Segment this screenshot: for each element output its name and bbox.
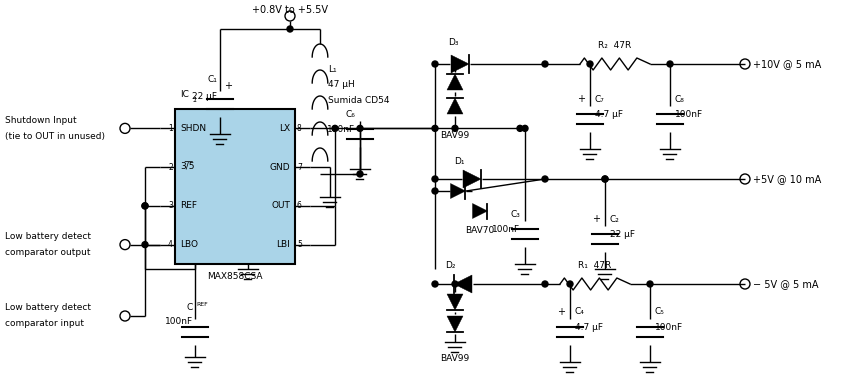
Polygon shape: [447, 316, 463, 332]
Circle shape: [647, 281, 653, 287]
Text: Shutdown Input: Shutdown Input: [5, 116, 76, 125]
Polygon shape: [454, 275, 472, 293]
Text: C₅: C₅: [655, 307, 665, 316]
Polygon shape: [447, 98, 463, 114]
Polygon shape: [463, 170, 481, 188]
Circle shape: [432, 176, 438, 182]
Circle shape: [357, 171, 363, 177]
Text: LX: LX: [279, 124, 290, 133]
Text: C₂: C₂: [610, 215, 620, 224]
Text: D₃: D₃: [448, 37, 458, 46]
Text: comparator output: comparator output: [5, 248, 90, 257]
Circle shape: [667, 61, 673, 67]
Text: REF: REF: [180, 201, 197, 211]
Text: 1: 1: [193, 97, 197, 103]
Text: LBO: LBO: [180, 240, 198, 249]
Text: D₂: D₂: [445, 261, 456, 270]
Circle shape: [567, 281, 573, 287]
Text: Low battery detect: Low battery detect: [5, 303, 91, 313]
Polygon shape: [473, 203, 488, 218]
Text: +5V @ 10 mA: +5V @ 10 mA: [753, 174, 821, 184]
Text: 8: 8: [297, 124, 302, 133]
Text: 3: 3: [168, 201, 173, 211]
Circle shape: [142, 242, 148, 248]
Text: OUT: OUT: [271, 201, 290, 211]
Circle shape: [432, 188, 438, 194]
FancyBboxPatch shape: [175, 109, 295, 264]
Text: 2: 2: [168, 163, 173, 172]
Circle shape: [542, 61, 548, 67]
Text: +: +: [224, 81, 232, 91]
Text: − 5V @ 5 mA: − 5V @ 5 mA: [753, 279, 819, 289]
Text: 100nF: 100nF: [327, 125, 355, 134]
Text: C: C: [187, 303, 193, 312]
Text: Sumida CD54: Sumida CD54: [328, 95, 389, 104]
Text: BAV99: BAV99: [440, 131, 469, 140]
Circle shape: [587, 61, 593, 67]
Text: 7: 7: [297, 163, 302, 172]
Polygon shape: [451, 55, 469, 73]
Text: L₁: L₁: [328, 64, 337, 74]
Text: IC: IC: [180, 90, 189, 99]
Text: 100nF: 100nF: [675, 110, 703, 119]
Text: 100nF: 100nF: [165, 318, 193, 327]
Circle shape: [452, 61, 458, 67]
Circle shape: [542, 281, 548, 287]
Text: D₁: D₁: [454, 156, 464, 166]
Polygon shape: [447, 74, 463, 90]
Text: LBI: LBI: [276, 240, 290, 249]
Text: C₃: C₃: [510, 209, 520, 218]
Text: 100nF: 100nF: [492, 224, 520, 233]
Text: GND: GND: [269, 163, 290, 172]
Text: +10V @ 5 mA: +10V @ 5 mA: [753, 59, 821, 69]
Text: C₆: C₆: [345, 110, 355, 119]
Circle shape: [602, 176, 608, 182]
Circle shape: [517, 125, 523, 131]
Text: SHDN: SHDN: [180, 124, 206, 133]
Circle shape: [287, 26, 293, 32]
Text: 4: 4: [168, 240, 173, 249]
Circle shape: [357, 125, 363, 131]
Text: 5: 5: [297, 240, 302, 249]
Circle shape: [432, 61, 438, 67]
Text: BAV99: BAV99: [440, 354, 469, 363]
Circle shape: [332, 125, 338, 131]
Text: BAV70: BAV70: [465, 226, 495, 235]
Text: (tie to OUT in unused): (tie to OUT in unused): [5, 132, 105, 141]
Polygon shape: [450, 184, 466, 199]
Circle shape: [602, 176, 608, 182]
Text: R₂  47R: R₂ 47R: [598, 41, 632, 50]
Text: 100nF: 100nF: [655, 322, 683, 331]
Circle shape: [142, 203, 148, 209]
Text: Low battery detect: Low battery detect: [5, 232, 91, 241]
Text: 1: 1: [168, 124, 173, 133]
Polygon shape: [447, 294, 463, 310]
Text: +: +: [592, 214, 600, 224]
Text: 47 μH: 47 μH: [328, 80, 354, 89]
Text: +: +: [557, 307, 565, 317]
Circle shape: [432, 281, 438, 287]
Text: comparator input: comparator input: [5, 319, 84, 328]
Text: C₇: C₇: [595, 95, 605, 104]
Circle shape: [452, 281, 458, 287]
Text: 4.7 μF: 4.7 μF: [575, 322, 603, 331]
Text: C₈: C₈: [675, 95, 685, 104]
Circle shape: [452, 125, 458, 131]
Circle shape: [542, 176, 548, 182]
Text: 4.7 μF: 4.7 μF: [595, 110, 623, 119]
Text: +0.8V to +5.5V: +0.8V to +5.5V: [252, 5, 328, 15]
Circle shape: [522, 125, 528, 131]
Text: REF: REF: [196, 301, 207, 307]
Text: 22 μF: 22 μF: [192, 92, 217, 101]
Circle shape: [142, 203, 148, 209]
Text: 3/͞5: 3/͞5: [180, 163, 195, 172]
Text: C₁: C₁: [207, 74, 217, 83]
Text: +: +: [577, 94, 585, 104]
Text: MAX858CSA: MAX858CSA: [207, 272, 263, 281]
Circle shape: [432, 125, 438, 131]
Text: 6: 6: [297, 201, 302, 211]
Text: C₄: C₄: [575, 307, 585, 316]
Text: R₁  47R: R₁ 47R: [578, 261, 612, 270]
Text: 22 μF: 22 μF: [610, 230, 635, 239]
